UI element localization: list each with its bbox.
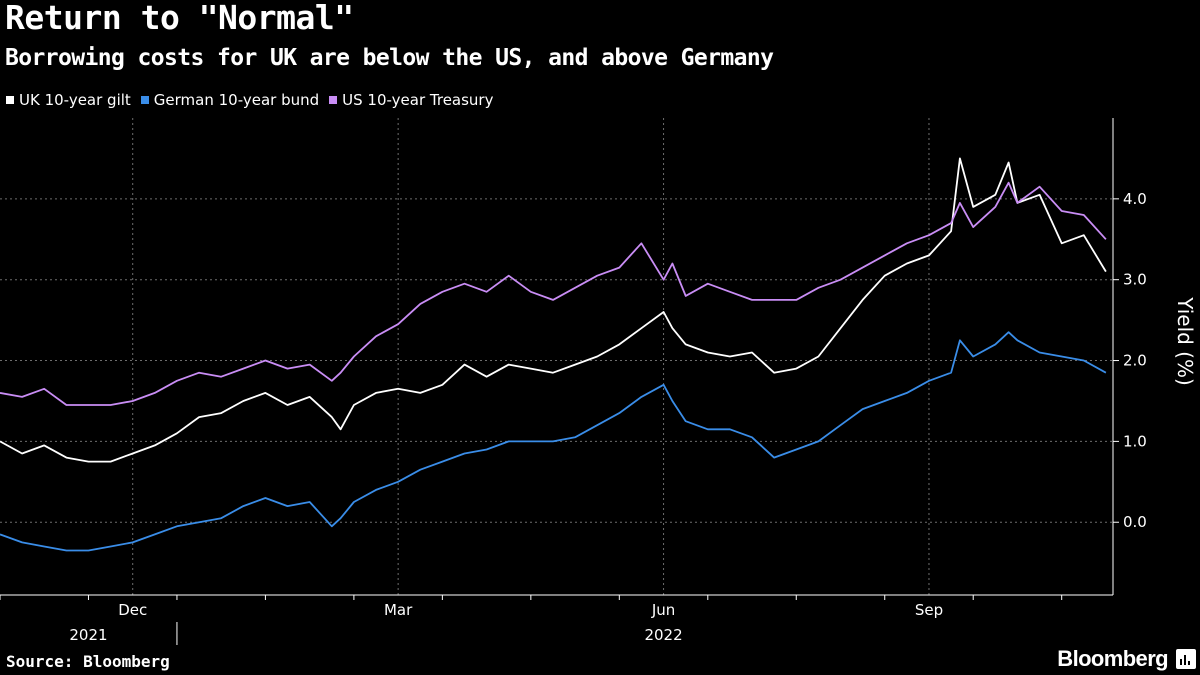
- source-note: Source: Bloomberg: [6, 652, 170, 671]
- bloomberg-terminal-icon: [1176, 649, 1196, 669]
- x-tick-label-0: Dec: [118, 601, 147, 619]
- legend-swatch-uk: [6, 96, 14, 104]
- x-tick-label-1: Mar: [384, 601, 413, 619]
- chart-title: Return to "Normal": [5, 0, 354, 37]
- legend-swatch-us: [329, 96, 338, 104]
- legend-item-us: US 10-year Treasury: [329, 91, 493, 109]
- legend-label-uk: UK 10-year gilt: [19, 91, 131, 109]
- legend-item-uk: UK 10-year gilt: [6, 91, 131, 109]
- x-tick-label-2: Jun: [651, 601, 675, 619]
- series-line-us-treasury: [0, 181, 1107, 406]
- legend-swatch-germany: [140, 96, 149, 104]
- year-label-1: 2022: [644, 626, 682, 644]
- legend-label-us: US 10-year Treasury: [342, 91, 494, 109]
- year-label-0: 2021: [69, 626, 107, 644]
- y-tick-label-4: 0.0: [1123, 513, 1147, 531]
- legend-label-germany: German 10-year bund: [153, 91, 320, 109]
- series-line-german-bund: [0, 331, 1107, 552]
- legend-item-germany: German 10-year bund: [140, 91, 320, 109]
- y-tick-label-0: 4.0: [1123, 190, 1147, 208]
- y-tick-label-1: 3.0: [1123, 271, 1147, 289]
- series-line-uk-gilt: [0, 157, 1107, 463]
- y-axis-title: Yield (%): [1173, 296, 1197, 386]
- legend: UK 10-year gilt German 10-year bund US 1…: [6, 91, 503, 109]
- x-tick-label-3: Sep: [915, 601, 943, 619]
- y-tick-label-2: 2.0: [1123, 352, 1147, 370]
- y-tick-label-3: 1.0: [1123, 432, 1147, 450]
- bloomberg-logo: Bloomberg: [1057, 646, 1168, 671]
- chart-subtitle: Borrowing costs for UK are below the US,…: [5, 45, 774, 71]
